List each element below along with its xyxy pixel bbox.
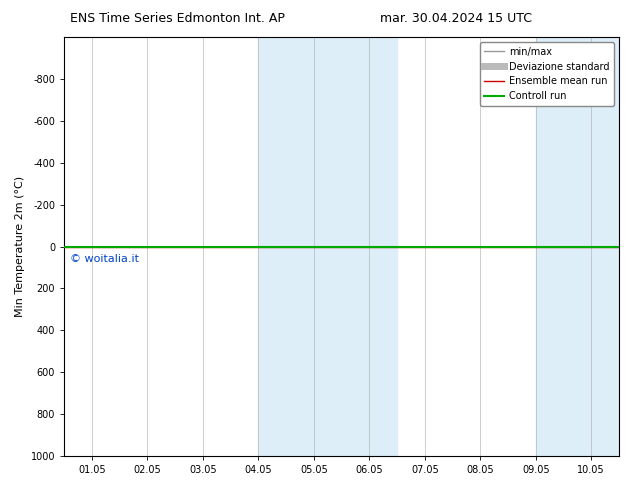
Bar — [536, 37, 619, 456]
Bar — [258, 37, 397, 456]
Legend: min/max, Deviazione standard, Ensemble mean run, Controll run: min/max, Deviazione standard, Ensemble m… — [479, 42, 614, 106]
Text: mar. 30.04.2024 15 UTC: mar. 30.04.2024 15 UTC — [380, 12, 533, 25]
Text: ENS Time Series Edmonton Int. AP: ENS Time Series Edmonton Int. AP — [70, 12, 285, 25]
Y-axis label: Min Temperature 2m (°C): Min Temperature 2m (°C) — [15, 176, 25, 317]
Text: © woitalia.it: © woitalia.it — [70, 254, 139, 264]
